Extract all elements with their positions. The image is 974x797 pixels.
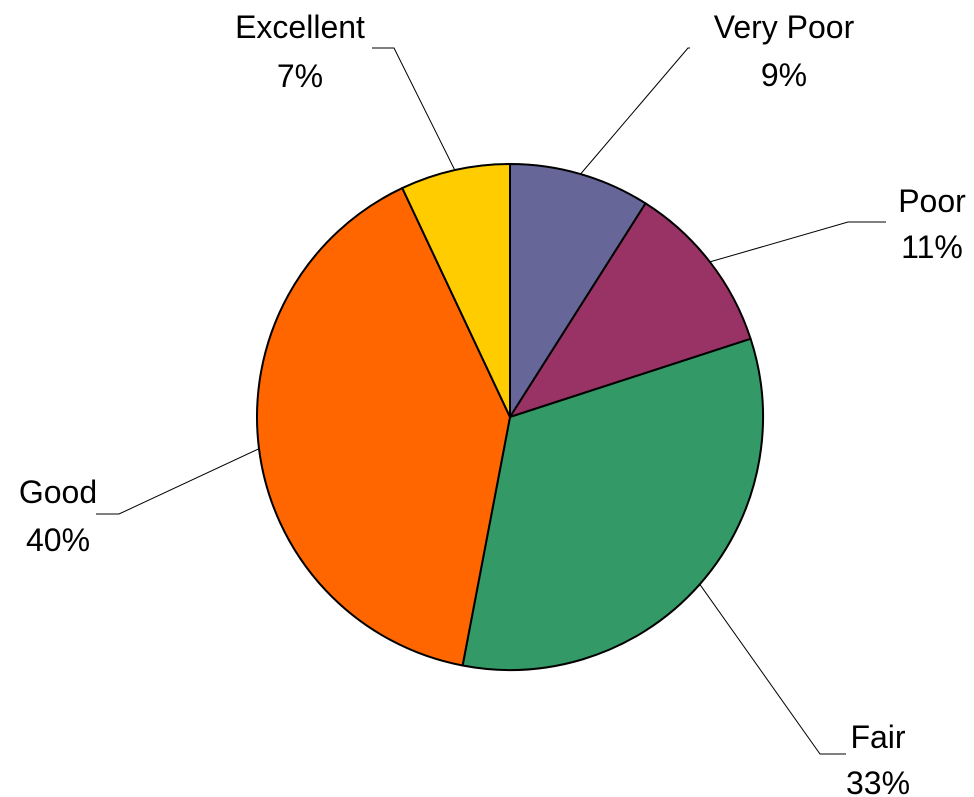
slice-label-very-poor: Very Poor [714, 9, 855, 45]
leader-line-excellent [372, 47, 456, 171]
slice-label-fair: Fair [850, 719, 905, 755]
pie-slice-poor [509, 202, 752, 418]
leader-lines-layer [96, 47, 886, 755]
slices-layer [256, 163, 765, 671]
slice-percent-very-poor: 9% [761, 57, 807, 93]
slice-percent-fair: 33% [846, 765, 910, 797]
labels-layer: Very Poor 9% Poor 11% Fair 33% Good 40% Excellen… [19, 9, 966, 797]
pie-slice-very-poor [509, 163, 647, 418]
slice-percent-poor: 11% [901, 229, 963, 265]
slice-label-excellent: Excellent [235, 9, 365, 45]
slice-label-poor: Poor [898, 183, 966, 219]
leader-line-very-poor [580, 47, 690, 175]
pie-slice-excellent [401, 163, 511, 418]
leader-line-good [96, 448, 260, 515]
slice-percent-excellent: 7% [277, 58, 323, 94]
leader-line-poor [709, 221, 886, 263]
slice-label-good: Good [19, 474, 97, 510]
slice-percent-good: 40% [26, 522, 90, 558]
leader-line-fair [699, 584, 846, 755]
